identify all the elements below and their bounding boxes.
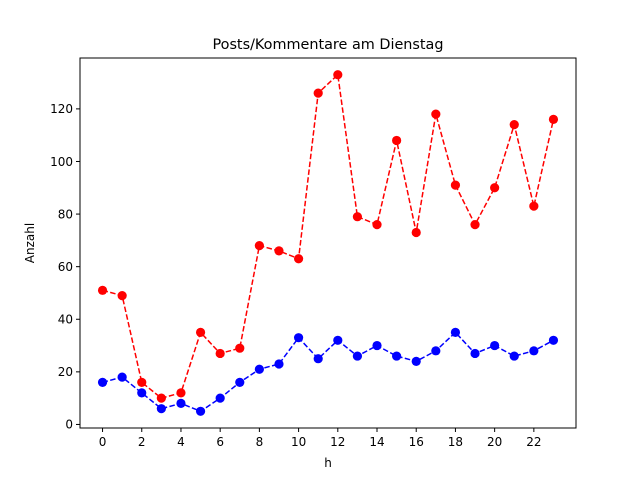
x-tick-label: 0 (99, 435, 107, 449)
series-0-point (470, 219, 480, 230)
series-1-point (490, 340, 500, 351)
x-tick-label: 12 (330, 435, 345, 449)
series-layer (97, 70, 559, 416)
series-0-point (352, 212, 363, 222)
series-0-point (450, 180, 461, 190)
series-1-point (215, 393, 225, 403)
series-0-point (235, 343, 245, 353)
x-tick-label: 20 (487, 435, 502, 449)
y-tick-label: 120 (50, 102, 73, 116)
series-1-point (313, 354, 323, 364)
series-0-point (274, 246, 284, 256)
x-tick-label: 4 (177, 435, 185, 449)
y-tick-label: 60 (58, 260, 73, 274)
series-1-point (548, 335, 559, 345)
series-0-point (392, 135, 402, 146)
x-axis-label: h (324, 456, 332, 470)
series-1-point (254, 364, 264, 374)
x-tick-label: 10 (291, 435, 306, 449)
series-0-point (313, 88, 323, 98)
y-axis-ticks: 0 20 40 60 80 100 120 (50, 102, 80, 432)
series-0-point (372, 219, 382, 230)
x-tick-label: 6 (216, 435, 224, 449)
plot-frame (79, 57, 577, 429)
series-0-point (293, 254, 304, 264)
series-1-point (156, 404, 166, 414)
series-1-point (450, 327, 461, 338)
series-0-point (254, 241, 264, 251)
series-1-point (431, 346, 441, 356)
series-1-point (470, 348, 480, 359)
series-1-point (509, 351, 519, 361)
x-tick-label: 16 (409, 435, 424, 449)
y-tick-label: 100 (50, 155, 73, 169)
series-0-point (529, 201, 539, 211)
series-0-point (117, 290, 127, 301)
series-0-point (509, 120, 519, 130)
series-0-point (97, 285, 108, 295)
series-0-point (431, 109, 441, 119)
series-0-point (195, 327, 206, 338)
series-0-point (333, 70, 343, 80)
series-1-point (235, 377, 245, 387)
y-tick-label: 40 (58, 313, 73, 327)
series-1-point (372, 340, 382, 351)
y-axis-label: Anzahl (23, 223, 37, 263)
series-0-point (411, 227, 421, 238)
series-0-point (156, 393, 166, 403)
series-0-point (548, 114, 559, 124)
x-tick-label: 8 (256, 435, 264, 449)
series-1-point (117, 372, 127, 382)
series-1-point (411, 356, 421, 366)
series-1-point (137, 388, 147, 398)
series-1-point (333, 335, 343, 345)
x-tick-label: 22 (526, 435, 541, 449)
y-tick-label: 80 (58, 207, 73, 221)
series-1-point (195, 406, 206, 416)
series-1-point (274, 359, 284, 369)
series-1-point (352, 351, 363, 361)
series-1-point (97, 377, 108, 387)
series-0-point (176, 388, 186, 398)
series-1-line (102, 331, 554, 413)
series-1-point (176, 398, 186, 409)
series-1-point (392, 351, 402, 361)
series-0-point (137, 377, 147, 387)
y-tick-label: 0 (65, 418, 73, 432)
chart-title: Posts/Kommentare am Dienstag (212, 37, 443, 53)
y-tick-label: 20 (58, 365, 73, 379)
series-0-point (215, 348, 225, 359)
x-tick-label: 18 (448, 435, 463, 449)
x-tick-label: 14 (369, 435, 384, 449)
x-tick-label: 2 (138, 435, 146, 449)
series-0-point (490, 183, 500, 193)
series-1-point (293, 333, 304, 343)
series-1-point (529, 346, 539, 356)
x-axis-ticks: 0 2 4 6 8 10 12 14 16 18 20 22 (99, 428, 541, 449)
